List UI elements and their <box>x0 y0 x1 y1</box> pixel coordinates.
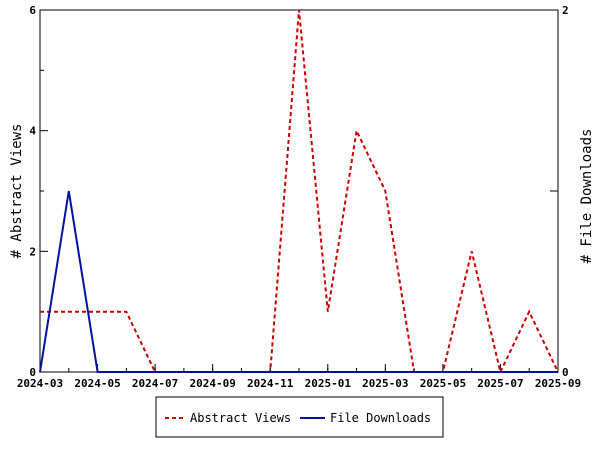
x-tick-label: 2024-05 <box>74 377 120 390</box>
legend-label-abstract-views: Abstract Views <box>190 411 291 425</box>
x-tick-label: 2025-01 <box>305 377 352 390</box>
series-line-abstract-views <box>40 9 559 375</box>
series-layer <box>39 9 559 375</box>
legend-label-file-downloads: File Downloads <box>330 411 431 425</box>
series-line-file-downloads <box>39 190 558 373</box>
y-left-tick-label: 4 <box>29 125 36 138</box>
y-right-tick-label: 2 <box>562 4 569 17</box>
y-right-tick-label: 0 <box>562 366 569 379</box>
axes: 2024-03 2024-05 2024-07 2024-09 2024-11 2025-… <box>17 4 581 390</box>
x-tick-label: 2024-09 <box>189 377 235 390</box>
legend: Abstract Views File Downloads <box>155 396 444 438</box>
x-tick-label: 2025-03 <box>362 377 408 390</box>
x-tick-label: 2024-07 <box>132 377 178 390</box>
x-tick-label: 2025-07 <box>477 377 523 390</box>
x-tick-label: 2025-09 <box>535 377 581 390</box>
y-left-tick-label: 2 <box>29 245 36 258</box>
y-axis-left-title: # Abstract Views <box>9 124 25 259</box>
x-tick-label: 2024-03 <box>17 377 63 390</box>
y-left-tick-label: 6 <box>29 4 36 17</box>
legend-box <box>155 396 444 438</box>
y-axis-right-title: # File Downloads <box>579 129 595 264</box>
x-tick-label: 2024-11 <box>247 377 294 390</box>
x-tick-label: 2025-05 <box>420 377 466 390</box>
y-left-tick-label: 0 <box>29 366 36 379</box>
